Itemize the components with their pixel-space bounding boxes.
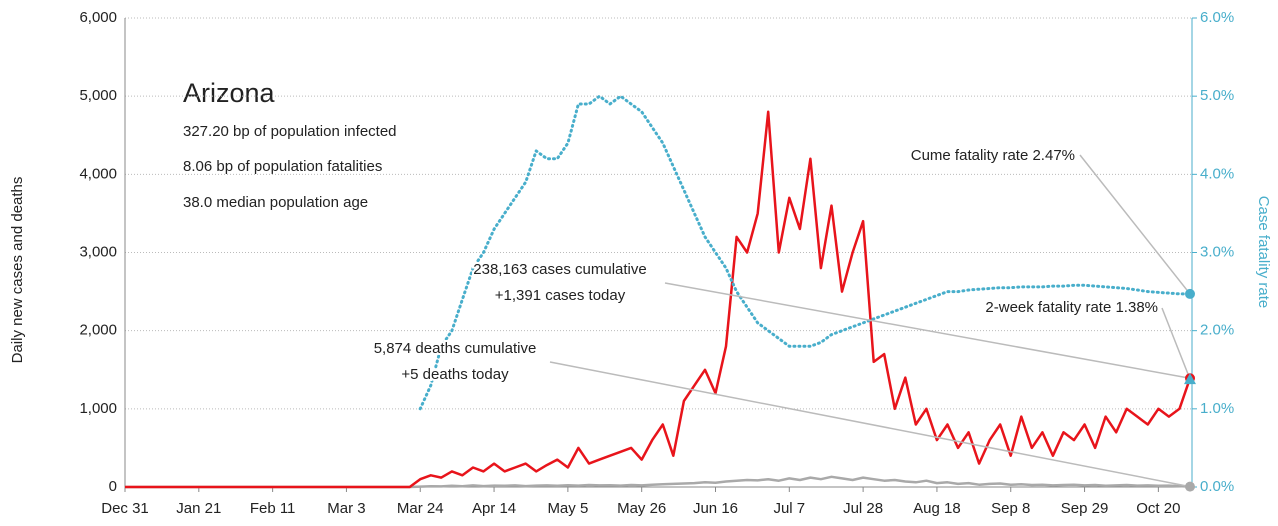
- annotation: 2-week fatality rate 1.38%: [985, 299, 1158, 316]
- two-week-marker: [1184, 373, 1196, 385]
- y-tick-label: 0: [109, 478, 117, 495]
- y2-tick-label: 4.0%: [1200, 165, 1234, 182]
- x-tick-label: Mar 3: [327, 500, 365, 517]
- y-tick-label: 3,000: [79, 243, 117, 260]
- leader-line: [1161, 307, 1191, 380]
- y2-axis-label: Case fatality rate: [1255, 196, 1272, 309]
- panel-line: 38.0 median population age: [183, 194, 368, 211]
- y-axis-label: Daily new cases and deaths: [9, 177, 26, 364]
- x-tick-label: Jul 28: [843, 500, 883, 517]
- x-tick-label: May 5: [547, 500, 588, 517]
- annotation: 238,163 cases cumulative: [473, 261, 646, 278]
- series-line: [418, 94, 1192, 411]
- leader-line: [549, 361, 1191, 488]
- x-tick-label: Dec 31: [101, 500, 149, 517]
- y-tick-label: 4,000: [79, 165, 117, 182]
- annotation: 5,874 deaths cumulative: [374, 340, 537, 357]
- end-marker: [1185, 288, 1195, 299]
- y-tick-label: 5,000: [79, 87, 117, 104]
- x-tick-label: Feb 11: [250, 500, 296, 517]
- x-tick-label: Sep 29: [1061, 500, 1109, 517]
- x-tick-label: May 26: [617, 500, 666, 517]
- y2-tick-label: 5.0%: [1200, 87, 1234, 104]
- x-tick-label: Jan 21: [176, 500, 221, 517]
- annotation: +1,391 cases today: [495, 287, 626, 304]
- x-tick-label: Sep 8: [991, 500, 1030, 517]
- series-line: [125, 475, 1191, 489]
- series-line: [125, 110, 1192, 489]
- y2-tick-label: 1.0%: [1200, 400, 1234, 417]
- y2-tick-label: 2.0%: [1200, 322, 1234, 339]
- annotation: +5 deaths today: [401, 366, 509, 383]
- y-tick-label: 1,000: [79, 400, 117, 417]
- y2-tick-label: 0.0%: [1200, 478, 1234, 495]
- x-tick-label: Mar 24: [397, 500, 444, 517]
- x-tick-label: Apr 14: [472, 500, 516, 517]
- leader-line: [664, 282, 1191, 380]
- end-marker: [1185, 481, 1195, 492]
- y2-tick-label: 6.0%: [1200, 9, 1234, 26]
- panel-line: 8.06 bp of population fatalities: [183, 158, 382, 175]
- x-tick-label: Jun 16: [693, 500, 738, 517]
- leader-line: [1079, 154, 1191, 295]
- x-tick-label: Jul 7: [773, 500, 805, 517]
- annotation: Cume fatality rate 2.47%: [911, 147, 1075, 164]
- y2-tick-label: 3.0%: [1200, 243, 1234, 260]
- x-tick-label: Oct 20: [1136, 500, 1180, 517]
- panel-title: Arizona: [183, 78, 276, 108]
- x-tick-label: Aug 18: [913, 500, 961, 517]
- y-tick-label: 6,000: [79, 9, 117, 26]
- panel-line: 327.20 bp of population infected: [183, 123, 397, 140]
- y-tick-label: 2,000: [79, 322, 117, 339]
